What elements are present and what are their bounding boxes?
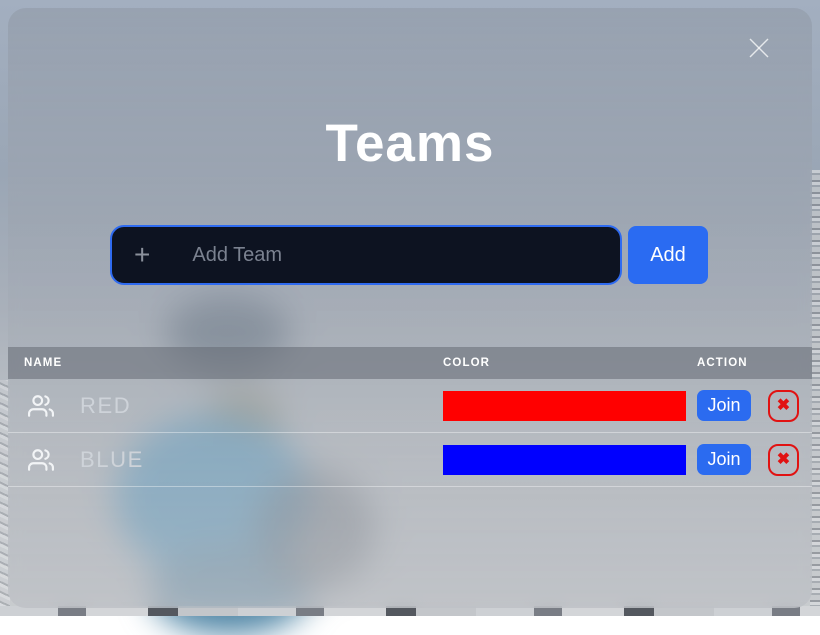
table-row-red: RED Join ✖ <box>8 379 812 433</box>
table-row-blue: BLUE Join ✖ <box>8 433 812 487</box>
add-team-input[interactable] <box>192 227 620 283</box>
background-water-ripples <box>810 170 820 616</box>
column-header-action: ACTION <box>697 357 748 369</box>
team-color-bar <box>443 444 686 475</box>
close-button[interactable] <box>746 36 772 62</box>
add-team-form: + Add <box>110 225 708 285</box>
column-header-name: NAME <box>24 357 63 369</box>
team-color-cell <box>443 390 697 421</box>
background-mountain-texture <box>0 380 10 616</box>
team-name-cell: RED <box>8 393 443 419</box>
users-icon <box>28 393 54 419</box>
team-name: RED <box>80 392 132 418</box>
users-icon <box>28 447 54 473</box>
teams-table: NAME COLOR ACTION RED Join ✖ <box>8 347 812 487</box>
column-header-color: COLOR <box>443 357 491 369</box>
add-team-input-container: + <box>110 225 622 285</box>
team-name: BLUE <box>80 446 144 472</box>
add-team-button[interactable]: Add <box>628 226 708 284</box>
background-checkered-floor <box>0 606 820 616</box>
table-header-row: NAME COLOR ACTION <box>8 347 812 379</box>
team-name-cell: BLUE <box>8 447 443 473</box>
team-action-cell: Join ✖ <box>697 443 812 476</box>
team-color-bar <box>443 390 686 421</box>
delete-team-button[interactable]: ✖ <box>768 443 799 476</box>
plus-icon: + <box>134 239 151 270</box>
join-button[interactable]: Join <box>697 390 751 421</box>
x-icon: ✖ <box>776 450 791 468</box>
page-title: Teams <box>325 114 495 173</box>
teams-modal: Teams + Add NAME COLOR ACTION RED <box>8 8 812 608</box>
team-action-cell: Join ✖ <box>697 389 812 422</box>
team-color-cell <box>443 444 697 475</box>
join-button[interactable]: Join <box>697 444 751 475</box>
x-icon: ✖ <box>776 396 791 414</box>
close-icon <box>746 35 772 64</box>
delete-team-button[interactable]: ✖ <box>768 389 799 422</box>
